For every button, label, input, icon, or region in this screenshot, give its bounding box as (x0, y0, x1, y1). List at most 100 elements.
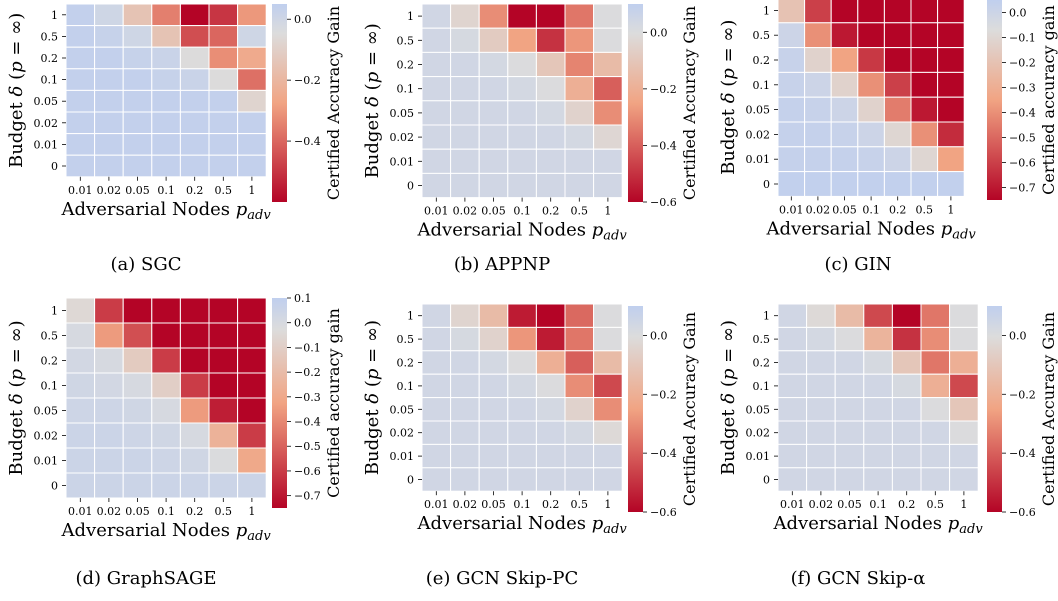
y-tick-label: 0.2 (397, 357, 415, 370)
y-tick-label: 0.2 (397, 59, 415, 72)
heatmap-cell (535, 350, 566, 375)
heatmap-cell (151, 154, 181, 178)
heatmap-cell (421, 100, 452, 126)
colorbar (272, 298, 287, 508)
x-tick-label: 0.05 (837, 498, 862, 511)
heatmap-cell (564, 172, 595, 199)
y-tick-label: 0.2 (753, 54, 771, 67)
heatmap-cell (151, 347, 181, 374)
heatmap-cell (179, 397, 210, 424)
heatmap-cell (593, 124, 623, 150)
y-tick-label: 0.1 (397, 83, 415, 96)
x-tick-label: 0.01 (780, 498, 805, 511)
heatmap-cell (421, 3, 452, 29)
y-tick-label: 0.02 (746, 128, 771, 141)
heatmap-cell (857, 22, 885, 49)
heatmap-cell (237, 68, 267, 91)
x-tick-label: 0.5 (215, 505, 233, 518)
heatmap-cell (857, 96, 885, 123)
heatmap-cell (65, 46, 96, 70)
heatmap-cell (777, 22, 806, 49)
heatmap-cell (806, 303, 836, 328)
heatmap-cell (834, 397, 865, 422)
colorbar-tick-label: −0.2 (650, 83, 677, 96)
y-tick-label: 0.01 (746, 153, 771, 166)
heatmap-cell (910, 171, 939, 197)
heatmap-cell (122, 68, 153, 91)
heatmap-cell (891, 420, 922, 445)
heatmap-cell (593, 76, 623, 102)
x-axis-label: Adversarial Nodes padv (61, 199, 272, 223)
colorbar-tick-label: −0.4 (1009, 107, 1036, 120)
heatmap-cell (910, 96, 939, 123)
heatmap-cell (777, 47, 806, 73)
x-axis-label: Adversarial Nodes padv (61, 520, 272, 544)
heatmap-cell (920, 350, 951, 375)
x-tick-label: 0.01 (424, 498, 449, 511)
heatmap-cell (564, 303, 595, 328)
heatmap-cell (910, 146, 939, 173)
heatmap-cell (450, 350, 480, 375)
heatmap-cell (920, 303, 951, 328)
x-tick-label: 0.2 (889, 203, 907, 216)
heatmap-cell (450, 76, 480, 102)
y-tick-label: 0 (763, 474, 770, 487)
y-tick-label: 0.02 (34, 117, 59, 130)
heatmap-cell (94, 447, 124, 474)
heatmap-cell (535, 373, 566, 399)
heatmap-cell (834, 467, 865, 492)
heatmap-cell (478, 443, 509, 469)
colorbar-tick-label: −0.2 (650, 388, 677, 401)
heatmap-cell (920, 397, 951, 422)
heatmap-cell (450, 172, 480, 199)
x-tick-label: 0.05 (481, 498, 506, 511)
heatmap-cell (237, 347, 267, 374)
heatmap-cell (421, 397, 452, 422)
heatmap-cell (151, 68, 181, 91)
x-tick-label: 0.02 (453, 205, 478, 218)
heatmap-cell (834, 373, 865, 399)
heatmap-cell (949, 326, 979, 352)
heatmap-cell (535, 172, 566, 199)
heatmap-cell (421, 27, 452, 53)
x-tick-label: 0.5 (927, 498, 945, 511)
x-tick-label: 0.5 (571, 498, 589, 511)
heatmap-cell (65, 322, 96, 349)
colorbar-tick-label: −0.6 (650, 196, 677, 209)
heatmap-cell (450, 326, 480, 352)
heatmap-cell (421, 443, 452, 469)
y-tick-label: 0.05 (390, 107, 415, 120)
y-tick-label: 0.05 (746, 403, 771, 416)
heatmap-cell (863, 467, 893, 492)
heatmap-cell (94, 422, 124, 449)
heatmap-cell (208, 133, 239, 156)
heatmap-cell (179, 154, 210, 178)
x-axis-label: Adversarial Nodes padv (766, 218, 977, 242)
heatmap-cell (94, 397, 124, 424)
heatmap-cell (421, 326, 452, 352)
heatmap-cell (507, 326, 537, 352)
heatmap-cell (564, 51, 595, 78)
heatmap-cell (777, 96, 806, 123)
heatmap-cell (564, 443, 595, 469)
y-tick-label: 0.2 (753, 357, 771, 370)
heatmap-cell (65, 447, 96, 474)
heatmap-cell (478, 326, 509, 352)
heatmap-cell (65, 68, 96, 91)
x-tick-label: 1 (604, 498, 611, 511)
heatmap-cell (535, 303, 566, 328)
heatmap-cell (208, 3, 239, 27)
x-axis-label: Adversarial Nodes padv (417, 220, 628, 244)
heatmap-cell (593, 373, 623, 399)
y-tick-label: 0.2 (41, 52, 59, 65)
heatmap-cell (857, 0, 885, 24)
heatmap-cell (806, 350, 836, 375)
x-tick-label: 0.02 (809, 498, 834, 511)
y-axis-label: Budget δ (p = ∞) (6, 13, 27, 168)
y-tick-label: 0.5 (41, 30, 59, 43)
heatmap-cell (507, 3, 537, 29)
heatmap-cell (863, 303, 893, 328)
colorbar-tick-label: 0.0 (1009, 329, 1027, 342)
